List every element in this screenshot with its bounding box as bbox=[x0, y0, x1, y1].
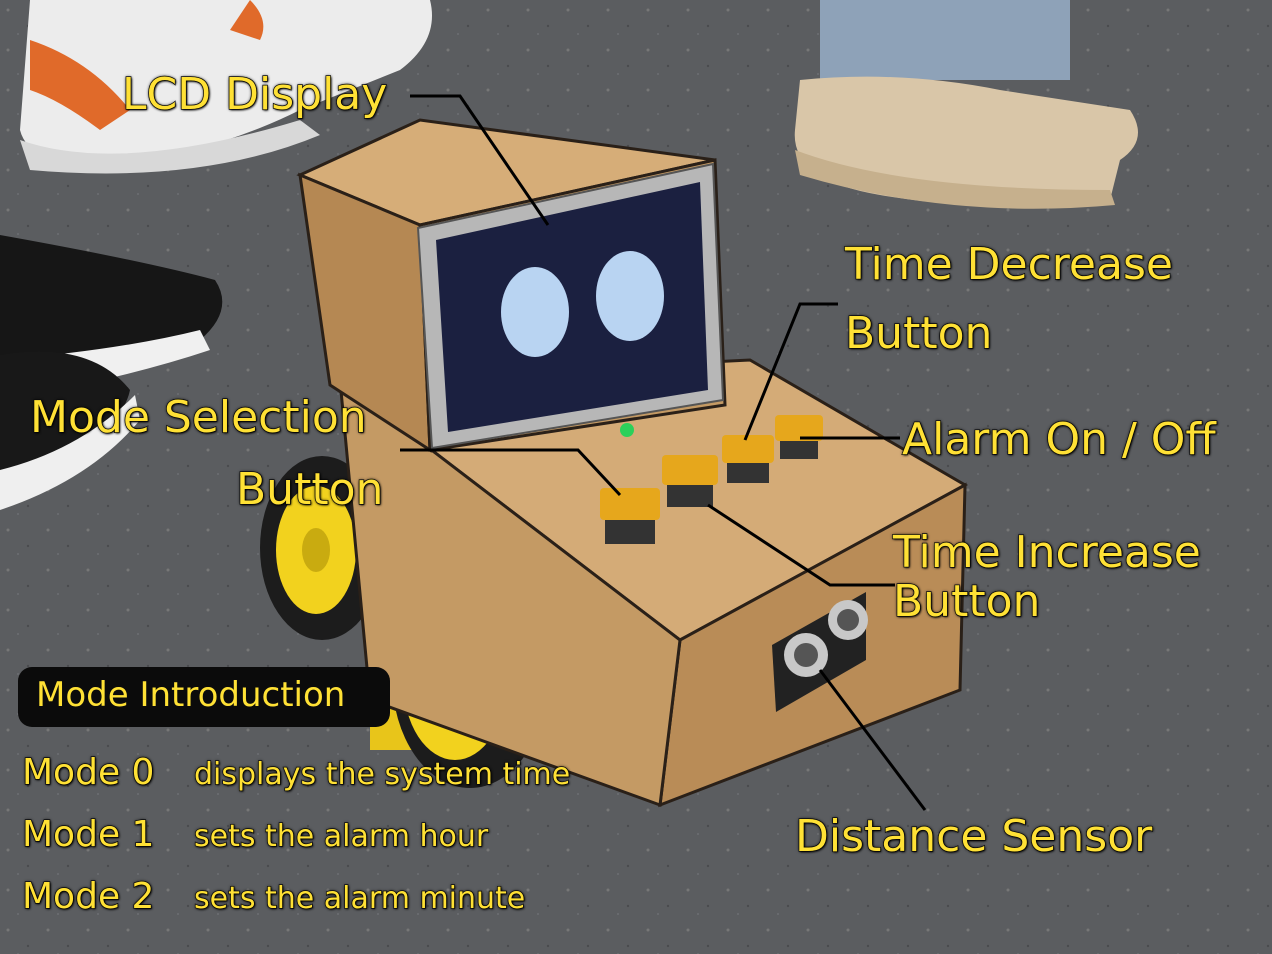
mode-selection-button[interactable] bbox=[600, 488, 660, 544]
leader-decrease bbox=[743, 302, 838, 441]
leader-distance bbox=[818, 669, 927, 811]
leader-lines bbox=[400, 94, 927, 811]
label-distance-sensor: Distance Sensor bbox=[794, 811, 1153, 863]
label-mode-selection-line2: Button bbox=[235, 464, 384, 516]
label-time-decrease: Time Decrease Button bbox=[844, 239, 1173, 359]
leader-mode bbox=[400, 448, 622, 497]
time-increase-button[interactable] bbox=[662, 455, 718, 507]
mode-introduction-title: Mode Introduction bbox=[36, 675, 346, 715]
label-time-decrease-line1: Time Decrease bbox=[844, 239, 1173, 291]
sneaker-black bbox=[0, 235, 223, 510]
label-time-increase-line1: Time Increase bbox=[892, 527, 1201, 579]
led-indicator bbox=[620, 423, 634, 437]
mode-1-name: Mode 1 bbox=[21, 813, 155, 856]
label-time-decrease-line2: Button bbox=[844, 307, 993, 359]
time-decrease-button[interactable] bbox=[722, 435, 774, 483]
label-alarm-toggle: Alarm On / Off bbox=[901, 414, 1216, 466]
mode-0-name: Mode 0 bbox=[21, 751, 155, 794]
label-time-increase: Time Increase Button bbox=[892, 527, 1201, 627]
mode-introduction-box: Mode Introduction bbox=[18, 667, 390, 727]
label-lcd-display: LCD Display bbox=[121, 69, 388, 121]
label-time-increase-line2: Button bbox=[892, 575, 1041, 627]
alarm-toggle-button[interactable] bbox=[775, 415, 823, 459]
leader-increase bbox=[707, 503, 895, 587]
distance-sensor bbox=[772, 592, 868, 712]
mode-2-name: Mode 2 bbox=[21, 875, 155, 918]
sneaker-beige bbox=[794, 0, 1138, 209]
mode-1-desc: sets the alarm hour bbox=[193, 819, 489, 854]
sneaker-white bbox=[20, 0, 432, 174]
mode-2-desc: sets the alarm minute bbox=[193, 881, 526, 916]
leader-lcd bbox=[410, 94, 550, 226]
mode-0-desc: displays the system time bbox=[193, 757, 571, 792]
lcd-screen bbox=[416, 162, 725, 450]
label-mode-selection-line1: Mode Selection bbox=[29, 392, 367, 444]
